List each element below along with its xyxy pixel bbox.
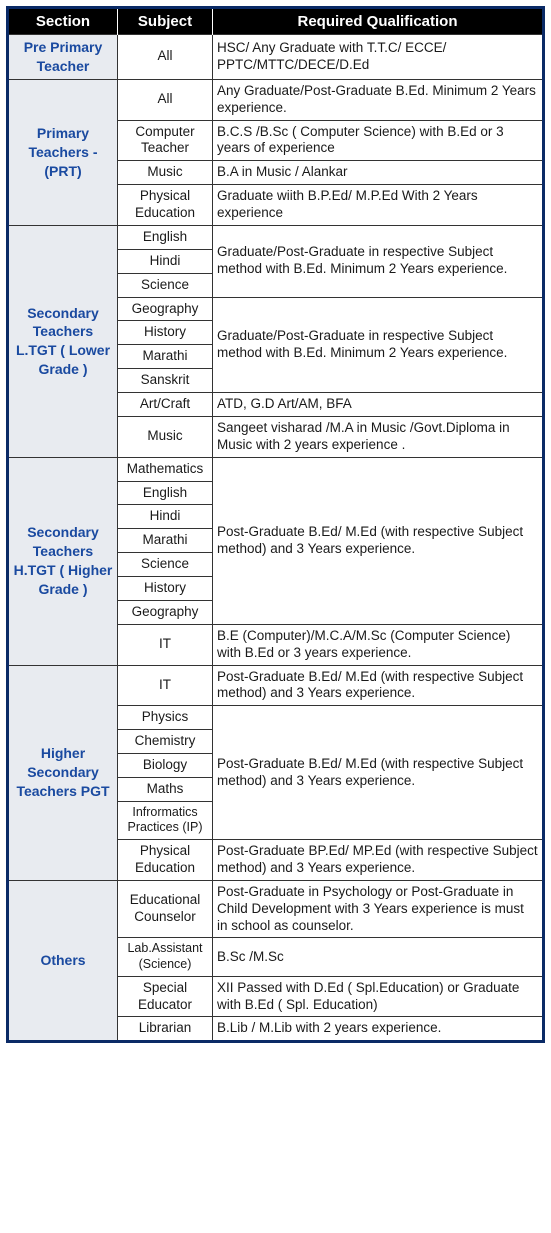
subject-cell: Marathi xyxy=(118,345,213,369)
subject-cell: IT xyxy=(118,665,213,706)
subject-cell: Geography xyxy=(118,600,213,624)
qual-cell: HSC/ Any Graduate with T.T.C/ ECCE/ PPTC… xyxy=(213,35,544,80)
qual-cell: Sangeet visharad /M.A in Music /Govt.Dip… xyxy=(213,416,544,457)
qual-cell: XII Passed with D.Ed ( Spl.Education) or… xyxy=(213,976,544,1017)
subject-cell: All xyxy=(118,79,213,120)
subject-cell: Special Educator xyxy=(118,976,213,1017)
subject-cell: Maths xyxy=(118,777,213,801)
subject-cell: History xyxy=(118,321,213,345)
table-row: Secondary Teachers L.TGT ( Lower Grade )… xyxy=(8,225,544,249)
subject-cell: Marathi xyxy=(118,529,213,553)
qual-cell: ATD, G.D Art/AM, BFA xyxy=(213,393,544,417)
qualification-table: Section Subject Required Qualification P… xyxy=(6,6,545,1043)
qual-cell: Post-Graduate B.Ed/ M.Ed (with respectiv… xyxy=(213,706,544,840)
subject-cell: Music xyxy=(118,161,213,185)
section-ltgt: Secondary Teachers L.TGT ( Lower Grade ) xyxy=(8,225,118,457)
subject-cell: Geography xyxy=(118,297,213,321)
subject-cell: English xyxy=(118,481,213,505)
section-primary: Primary Teachers - (PRT) xyxy=(8,79,118,225)
subject-cell: Art/Craft xyxy=(118,393,213,417)
table-row: Primary Teachers - (PRT) All Any Graduat… xyxy=(8,79,544,120)
subject-cell: Music xyxy=(118,416,213,457)
qual-cell: B.C.S /B.Sc ( Computer Science) with B.E… xyxy=(213,120,544,161)
subject-cell: History xyxy=(118,577,213,601)
section-pgt: Higher Secondary Teachers PGT xyxy=(8,665,118,880)
qual-cell: Post-Graduate BP.Ed/ MP.Ed (with respect… xyxy=(213,840,544,881)
table-row: Secondary Teachers H.TGT ( Higher Grade … xyxy=(8,457,544,481)
subject-cell: Computer Teacher xyxy=(118,120,213,161)
qual-cell: Post-Graduate in Psychology or Post-Grad… xyxy=(213,880,544,938)
subject-cell: Physical Education xyxy=(118,185,213,226)
section-htgt: Secondary Teachers H.TGT ( Higher Grade … xyxy=(8,457,118,665)
subject-cell: Hindi xyxy=(118,505,213,529)
subject-cell: Physical Education xyxy=(118,840,213,881)
qual-cell: B.A in Music / Alankar xyxy=(213,161,544,185)
subject-cell: English xyxy=(118,225,213,249)
qual-cell: Post-Graduate B.Ed/ M.Ed (with respectiv… xyxy=(213,665,544,706)
subject-cell: All xyxy=(118,35,213,80)
subject-cell: Sanskrit xyxy=(118,369,213,393)
header-subject: Subject xyxy=(118,8,213,35)
subject-cell: Librarian xyxy=(118,1017,213,1042)
subject-cell: Hindi xyxy=(118,249,213,273)
subject-cell: Mathematics xyxy=(118,457,213,481)
qual-cell: Graduate wiith B.P.Ed/ M.P.Ed With 2 Yea… xyxy=(213,185,544,226)
section-others: Others xyxy=(8,880,118,1042)
subject-cell: Science xyxy=(118,553,213,577)
header-row: Section Subject Required Qualification xyxy=(8,8,544,35)
qual-cell: Graduate/Post-Graduate in respective Sub… xyxy=(213,225,544,297)
table-row: Higher Secondary Teachers PGT IT Post-Gr… xyxy=(8,665,544,706)
subject-cell: Science xyxy=(118,273,213,297)
section-preprimary: Pre Primary Teacher xyxy=(8,35,118,80)
qual-cell: Any Graduate/Post-Graduate B.Ed. Minimum… xyxy=(213,79,544,120)
subject-cell: IT xyxy=(118,624,213,665)
qual-cell: Post-Graduate B.Ed/ M.Ed (with respectiv… xyxy=(213,457,544,624)
qual-cell: B.Lib / M.Lib with 2 years experience. xyxy=(213,1017,544,1042)
subject-cell: Educational Counselor xyxy=(118,880,213,938)
qual-cell: B.Sc /M.Sc xyxy=(213,938,544,976)
subject-cell: Lab.Assistant (Science) xyxy=(118,938,213,976)
qual-cell: B.E (Computer)/M.C.A/M.Sc (Computer Scie… xyxy=(213,624,544,665)
header-qualification: Required Qualification xyxy=(213,8,544,35)
table-row: Others Educational Counselor Post-Gradua… xyxy=(8,880,544,938)
subject-cell: Infrormatics Practices (IP) xyxy=(118,801,213,839)
header-section: Section xyxy=(8,8,118,35)
subject-cell: Biology xyxy=(118,754,213,778)
table-row: Pre Primary Teacher All HSC/ Any Graduat… xyxy=(8,35,544,80)
subject-cell: Chemistry xyxy=(118,730,213,754)
qual-cell: Graduate/Post-Graduate in respective Sub… xyxy=(213,297,544,393)
subject-cell: Physics xyxy=(118,706,213,730)
